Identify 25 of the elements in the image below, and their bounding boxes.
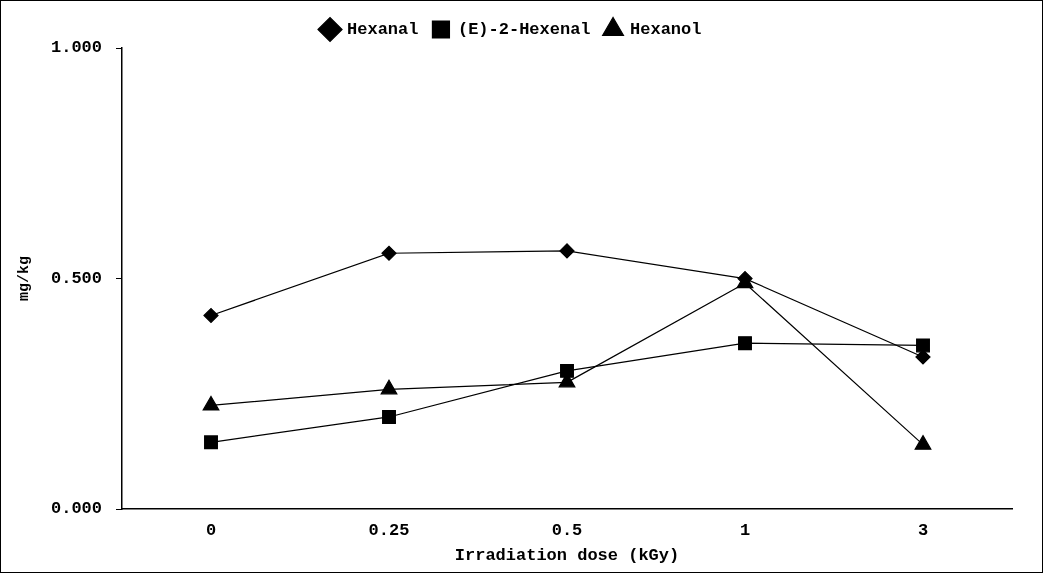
y-tick-label: 0.500 xyxy=(50,268,103,288)
legend-label: Hexanol xyxy=(630,19,702,39)
point xyxy=(382,410,396,424)
point xyxy=(560,363,574,378)
point xyxy=(380,379,398,395)
point xyxy=(381,245,397,261)
point xyxy=(204,435,218,450)
point xyxy=(915,349,931,365)
point xyxy=(559,243,575,259)
point xyxy=(916,338,930,353)
legend-label: (E)-2-Hexenal xyxy=(457,19,591,39)
x-tick-label: 0.25 xyxy=(368,520,410,540)
x-tick-label: 3 xyxy=(917,520,929,540)
x-tick-label: 0 xyxy=(205,520,217,540)
point xyxy=(202,395,220,411)
point xyxy=(738,336,752,351)
point xyxy=(914,435,932,450)
y-axis-title: mg/kg xyxy=(15,256,33,302)
x-axis-title: Irradiation dose (kGy) xyxy=(454,546,680,566)
legend-label: Hexanal xyxy=(347,19,419,39)
y-tick-label: 0.000 xyxy=(50,499,103,519)
x-tick-label: 0.5 xyxy=(551,520,583,540)
y-tick-label: 1.000 xyxy=(50,38,103,58)
x-tick-label: 1 xyxy=(739,520,751,540)
point xyxy=(203,307,219,324)
